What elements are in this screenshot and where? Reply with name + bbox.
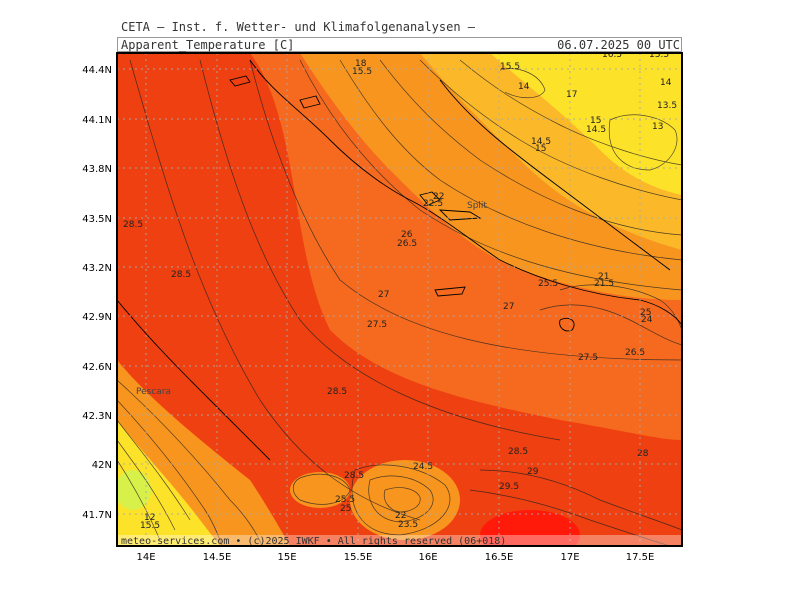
lon-tick-label: 14.5E	[203, 552, 232, 563]
contour-label: 22.5	[423, 199, 443, 209]
contour-label: 14.5	[586, 125, 606, 135]
contour-label: 27.5	[367, 320, 387, 330]
contour-label: 18	[355, 59, 367, 69]
contour-label: 27	[503, 302, 514, 312]
contour-label: 13.5	[649, 50, 669, 60]
contour-label: 25	[640, 308, 651, 318]
lon-tick-label: 17.5E	[626, 552, 655, 563]
chart-title: CETA — Inst. f. Wetter- und Klimafolgena…	[121, 20, 476, 34]
lat-tick-label: 42N	[92, 460, 112, 471]
contour-label: 15.5	[352, 67, 372, 77]
contour-label: 28.5	[327, 387, 347, 397]
contour-label: 21.5	[594, 279, 614, 289]
contour-label: 26.5	[625, 348, 645, 358]
lat-tick-label: 42.6N	[82, 362, 112, 373]
credit-strip	[117, 535, 682, 546]
contour-label: 24	[641, 315, 653, 325]
lat-tick-label: 43.2N	[82, 263, 112, 274]
field-blob-mild	[290, 472, 350, 508]
lat-tick-label: 42.3N	[82, 411, 112, 422]
contour-label: 26.5	[397, 239, 417, 249]
temperature-field: 28.528.52727.528.52626.52225.52727.52121…	[117, 50, 682, 547]
contour-label: 14.5	[531, 137, 551, 147]
lat-tick-label: 42.9N	[82, 312, 112, 323]
lon-tick-label: 15E	[277, 552, 296, 563]
contour-label: 28.5	[171, 270, 191, 280]
contour-label: 13.5	[657, 101, 677, 111]
contour-label: 28.5	[123, 220, 143, 230]
contour-label: 16.5	[602, 50, 622, 60]
contour-label: 14	[660, 78, 672, 88]
plot-frame	[116, 52, 683, 547]
isolines	[117, 59, 682, 546]
lat-tick-label: 43.8N	[82, 164, 112, 175]
contour-label: 17	[566, 90, 577, 100]
lat-tick-label: 41.7N	[82, 510, 112, 521]
contour-label: 13	[652, 122, 663, 132]
field-sw-cold	[117, 470, 151, 510]
contour-label: 22	[395, 511, 406, 521]
contour-label: 28.5	[508, 447, 528, 457]
contour-label: 29.5	[499, 482, 519, 492]
parameter-label: Apparent_Temperature [C]	[121, 38, 295, 52]
lat-tick-label: 43.5N	[82, 214, 112, 225]
field-peak	[480, 510, 580, 546]
contour-label: 12	[144, 513, 155, 523]
lat-tick-label: 44.4N	[82, 65, 112, 76]
lon-tick-label: 16E	[418, 552, 437, 563]
contour-label: 15.5	[500, 62, 520, 72]
contour-label: 28.5	[344, 471, 364, 481]
contour-label: 15	[590, 116, 601, 126]
lat-lon-grid	[117, 53, 682, 546]
lon-tick-label: 17E	[560, 552, 579, 563]
contour-label: 22	[433, 192, 444, 202]
field-ne-blob	[615, 123, 675, 173]
contour-label: 28	[637, 449, 649, 459]
contour-label: 27.5	[578, 353, 598, 363]
credit-text: meteo-services.com • (c)2025 IWKF • All …	[121, 536, 506, 547]
longitude-axis: 14E 14.5E 15E 15.5E 16E 16.5E 17E 17.5E	[136, 552, 654, 563]
field-blob-cool	[350, 460, 460, 540]
lon-tick-label: 16.5E	[485, 552, 514, 563]
contour-label: 29	[527, 467, 539, 477]
latitude-axis: 44.4N 44.1N 43.8N 43.5N 43.2N 42.9N 42.6N 42.3N…	[82, 65, 112, 521]
contour-labels: 28.528.52727.528.52626.52225.52727.52121…	[123, 50, 677, 531]
contour-label: 25.5	[335, 495, 355, 505]
valid-time: 06.07.2025 00 UTC	[557, 38, 680, 52]
lat-tick-label: 44.1N	[82, 115, 112, 126]
contour-label: 25	[340, 504, 351, 514]
contour-label: 21	[598, 272, 609, 282]
title-bar	[117, 37, 682, 52]
contour-label: 15	[535, 144, 546, 154]
contour-label: 26	[401, 230, 413, 240]
contour-label: 23.5	[398, 520, 418, 530]
contour-label: 15.5	[140, 521, 160, 531]
lon-tick-label: 15.5E	[344, 552, 373, 563]
contour-label: 25.5	[538, 279, 558, 289]
city-label-split: Split	[467, 201, 487, 211]
lon-tick-label: 14E	[136, 552, 155, 563]
contour-label: 14	[518, 82, 530, 92]
contour-label: 27	[378, 290, 389, 300]
city-label-pescara: Pescara	[136, 387, 171, 397]
contour-label: 24.5	[413, 462, 433, 472]
